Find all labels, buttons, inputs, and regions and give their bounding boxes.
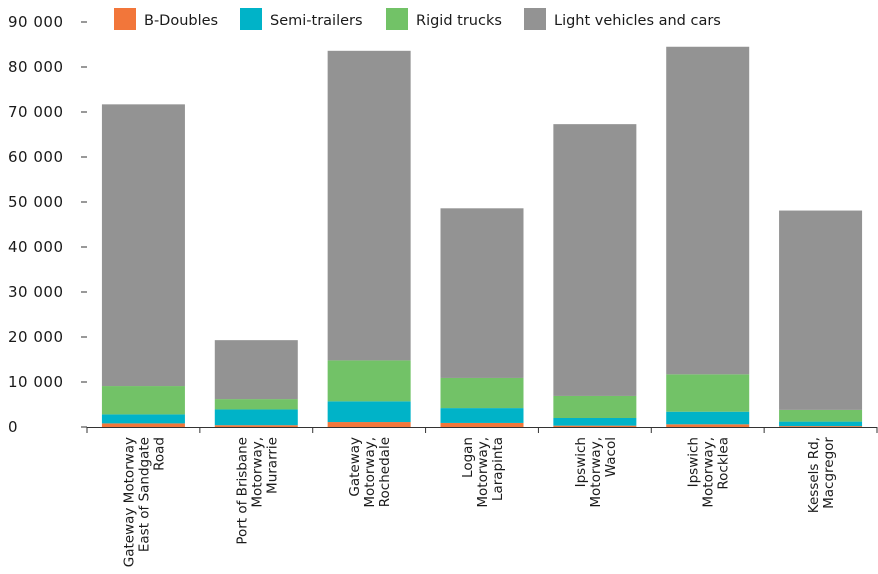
y-tick-label: 0 (8, 418, 18, 436)
legend-label: Rigid trucks (416, 13, 502, 29)
x-tick-label: East of Sandgate (136, 437, 152, 552)
bar-segment (553, 418, 637, 426)
x-tick-label: Motorway, (701, 437, 717, 508)
x-tick-label: Kessels Rd, (806, 437, 822, 513)
bar-segment (779, 421, 863, 427)
bar-segment (327, 360, 411, 402)
x-tick-label: Road (151, 437, 167, 471)
bar-segment (327, 401, 411, 423)
bar-segment (666, 411, 750, 425)
bar-segment (440, 422, 524, 427)
y-tick-label: 30 000 (8, 283, 64, 301)
x-tick-label: Ipswich (573, 437, 589, 487)
legend-label: Light vehicles and cars (554, 13, 721, 29)
legend-label: Semi-trailers (270, 13, 363, 29)
y-tick-label: 40 000 (8, 238, 64, 256)
bar-segment (553, 124, 637, 396)
bar-segment (327, 50, 411, 361)
bar-segment (440, 208, 524, 378)
legend: B-Doubles Semi-trailers Rigid trucks Light … (114, 8, 721, 30)
bar-segment (440, 408, 524, 423)
bars (101, 46, 863, 427)
x-tick-label: Rocklea (716, 437, 732, 490)
x-tick-label: Wacol (603, 437, 619, 477)
x-tick-label: Port of Brisbane (234, 437, 250, 545)
bar-segment (666, 46, 750, 375)
x-tick-label: Motorway, (475, 437, 491, 508)
y-axis: 0 10 000 20 000 30 000 40 000 50 000 60 000 70 … (8, 13, 87, 436)
bar-segment (214, 425, 298, 427)
x-tick-label: Gateway (347, 437, 363, 497)
y-tick-label: 60 000 (8, 148, 64, 166)
legend-label: B-Doubles (144, 13, 218, 29)
x-tick-label: Ipswich (686, 437, 702, 487)
x-tick-label: Gateway Motorway (121, 437, 137, 567)
bar-segment (214, 340, 298, 400)
bar-segment (666, 374, 750, 412)
legend-swatch (524, 8, 546, 30)
bar-segment (101, 423, 185, 427)
legend-swatch (114, 8, 136, 30)
x-tick-label: Logan (460, 437, 476, 478)
x-tick-label: Murarrie (264, 437, 280, 494)
y-tick-label: 20 000 (8, 328, 64, 346)
x-axis: Gateway Motorway East of Sandgate Road Port… (86, 427, 878, 567)
x-tick-label: Macgregor (821, 437, 837, 509)
bar-segment (214, 399, 298, 410)
x-tick-label: Motorway, (362, 437, 378, 508)
bar-segment (553, 425, 637, 427)
bar-segment (101, 414, 185, 424)
bar-segment (440, 377, 524, 409)
x-tick-label: Rochedale (377, 437, 393, 507)
bar-segment (214, 409, 298, 426)
x-tick-label: Larapinta (490, 437, 506, 501)
bar-segment (101, 104, 185, 387)
legend-swatch (240, 8, 262, 30)
y-tick-label: 50 000 (8, 193, 64, 211)
bar-segment (779, 409, 863, 422)
bar-segment (779, 210, 863, 410)
y-tick-label: 70 000 (8, 103, 64, 121)
bar-segment (101, 386, 185, 415)
y-tick-label: 80 000 (8, 58, 64, 76)
x-tick-label: Motorway, (249, 437, 265, 508)
bar-segment (327, 422, 411, 427)
y-tick-label: 10 000 (8, 373, 64, 391)
x-tick-label: Motorway, (588, 437, 604, 508)
bar-segment (553, 395, 637, 418)
legend-swatch (386, 8, 408, 30)
y-tick-label: 90 000 (8, 13, 64, 31)
bar-segment (779, 426, 863, 427)
bar-segment (666, 424, 750, 427)
